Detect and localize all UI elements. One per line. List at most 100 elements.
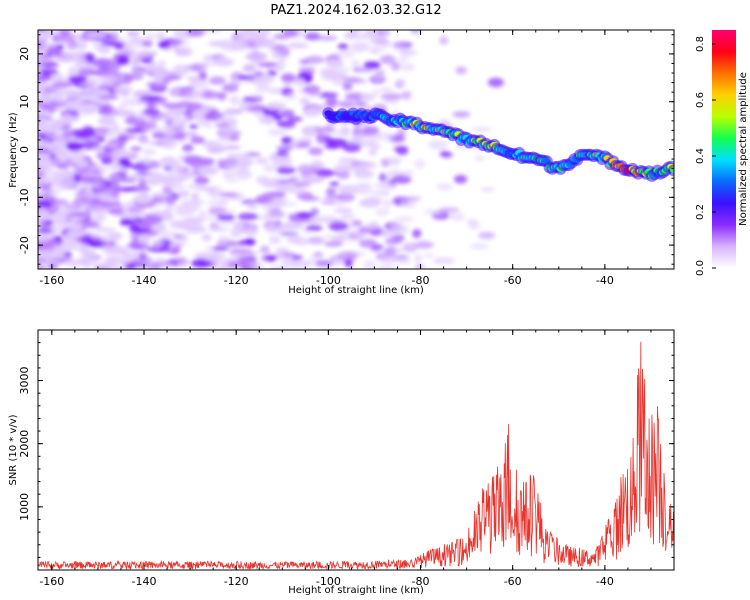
heatmap-noise-cell <box>283 81 292 87</box>
heatmap-noise-cell <box>399 49 418 56</box>
heatmap-noise-cell <box>38 47 47 56</box>
heatmap-noise-cell <box>191 192 199 202</box>
heatmap-noise-cell <box>260 245 270 254</box>
heatmap-noise-cell <box>49 31 62 37</box>
heatmap-noise-cell <box>46 190 59 198</box>
heatmap-noise-cell <box>137 234 150 244</box>
heatmap-noise-cell <box>398 55 409 63</box>
heatmap-noise-cell <box>172 30 189 36</box>
heatmap-noise-cell <box>38 207 47 212</box>
heatmap-noise-cell <box>38 152 53 158</box>
heatmap-noise-cell <box>158 40 171 49</box>
heatmap-noise-cell <box>111 63 121 72</box>
heatmap-noise-cell <box>68 211 91 218</box>
heatmap-noise-cell <box>177 189 190 198</box>
heatmap-noise-cell <box>282 30 298 38</box>
spectrogram-y-label: Frequency (Hz) <box>8 112 19 188</box>
heatmap-noise-cell <box>378 39 393 49</box>
heatmap-noise-cell <box>198 210 208 220</box>
heatmap-noise-cell <box>38 83 47 92</box>
heatmap-noise-cell <box>44 130 60 140</box>
heatmap-noise-cell <box>50 171 65 176</box>
heatmap-noise-cell <box>155 230 177 238</box>
heatmap-noise-cell <box>119 218 131 226</box>
heatmap-noise-cell <box>371 89 381 96</box>
heatmap-noise-cell <box>436 183 453 191</box>
heatmap-noise-cell <box>111 148 129 159</box>
y-tick-label: 0 <box>18 146 31 153</box>
heatmap-noise-cell <box>49 249 61 257</box>
heatmap-noise-cell <box>107 208 125 215</box>
heatmap-noise-cell <box>149 50 158 56</box>
heatmap-noise-cell <box>455 66 467 75</box>
heatmap-noise-cell <box>304 55 325 64</box>
heatmap-noise-cell <box>401 90 412 100</box>
heatmap-noise-cell <box>332 67 352 73</box>
heatmap-noise-cell <box>287 42 309 49</box>
heatmap-noise-cell <box>281 136 292 144</box>
heatmap-noise-cell <box>96 85 115 90</box>
heatmap-noise-cell <box>176 175 187 182</box>
heatmap-noise-cell <box>157 60 167 67</box>
heatmap-noise-cell <box>437 207 460 212</box>
heatmap-noise-cell <box>39 68 59 76</box>
heatmap-noise-cell <box>402 170 414 177</box>
heatmap-noise-cell <box>38 74 49 84</box>
heatmap-noise-cell <box>238 102 249 111</box>
heatmap-noise-cell <box>131 228 151 234</box>
heatmap-noise-cell <box>149 172 164 179</box>
heatmap-noise-cell <box>384 246 397 257</box>
heatmap-noise-cell <box>276 146 293 151</box>
colorbar-tick-label: 0.2 <box>695 204 706 220</box>
heatmap-noise-cell <box>94 129 114 138</box>
heatmap-noise-cell <box>400 63 416 72</box>
heatmap-noise-cell <box>379 87 393 92</box>
heatmap-noise-cell <box>64 255 73 261</box>
heatmap-noise-cell <box>231 130 241 136</box>
heatmap-noise-cell <box>365 47 387 52</box>
heatmap-noise-cell <box>253 104 265 110</box>
heatmap-noise-cell <box>198 166 219 176</box>
heatmap-noise-cell <box>217 214 235 221</box>
heatmap-noise-cell <box>298 141 311 148</box>
heatmap-noise-cell <box>379 54 396 65</box>
heatmap-noise-cell <box>83 92 93 100</box>
heatmap-noise-cell <box>68 66 77 76</box>
heatmap-noise-cell <box>217 91 227 101</box>
heatmap-noise-cell <box>38 235 49 244</box>
heatmap-noise-cell <box>188 124 199 129</box>
heatmap-noise-cell <box>272 159 294 168</box>
heatmap-noise-cell <box>392 44 407 52</box>
heatmap-noise-cell <box>413 241 434 249</box>
heatmap-noise-cell <box>400 196 422 201</box>
heatmap-noise-cell <box>470 243 489 250</box>
heatmap-noise-cell <box>145 214 163 224</box>
heatmap-noise-cell <box>256 176 271 185</box>
heatmap-noise-cell <box>38 227 53 234</box>
heatmap-noise-cell <box>449 212 465 221</box>
heatmap-noise-cell <box>308 147 324 156</box>
heatmap-noise-cell <box>196 157 215 165</box>
heatmap-noise-cell <box>316 35 338 41</box>
heatmap-noise-cell <box>309 254 325 261</box>
heatmap-noise-cell <box>88 180 109 189</box>
heatmap-noise-cell <box>72 132 89 139</box>
heatmap-noise-cell <box>338 48 355 58</box>
heatmap-noise-cell <box>165 195 176 205</box>
heatmap-noise-cell <box>370 247 381 252</box>
heatmap-noise-cell <box>64 158 73 164</box>
y-tick-label: 3000 <box>18 367 31 395</box>
heatmap-noise-cell <box>142 149 157 155</box>
heatmap-noise-cell <box>97 94 120 100</box>
heatmap-noise-cell <box>160 156 177 164</box>
heatmap-noise-cell <box>46 123 68 130</box>
heatmap-noise-cell <box>184 228 207 233</box>
heatmap-noise-cell <box>289 217 312 223</box>
heatmap-noise-cell <box>331 257 343 266</box>
heatmap-noise-cell <box>362 126 380 136</box>
heatmap-noise-cell <box>279 231 299 236</box>
heatmap-noise-cell <box>79 176 93 183</box>
heatmap-noise-cell <box>220 42 243 51</box>
heatmap-noise-cell <box>299 97 311 105</box>
heatmap-noise-cell <box>77 67 96 77</box>
